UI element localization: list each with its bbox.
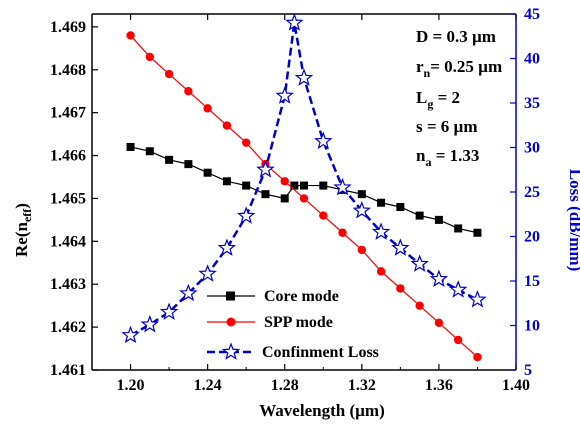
- y-right-tick-label: 35: [524, 95, 540, 112]
- spp-mode-point: [145, 52, 155, 62]
- y-left-tick-label: 1.467: [50, 105, 86, 122]
- y-axis-right-title: Loss (dB/mm): [566, 169, 580, 271]
- legend-spp-label: SPP mode: [264, 314, 333, 331]
- spp-mode-point: [241, 138, 251, 147]
- legend-spp-marker: [226, 317, 236, 327]
- confinement-loss-point: [236, 206, 256, 224]
- y-right-tick-label: 5: [524, 362, 532, 379]
- confinement-loss-point: [256, 160, 275, 178]
- core-mode-point: [319, 181, 328, 190]
- y-left-tick-label: 1.461: [50, 362, 86, 379]
- y-left-tick-label: 1.466: [50, 148, 86, 165]
- confinement-loss-point: [140, 314, 160, 333]
- y-right-tick-label: 10: [524, 318, 540, 335]
- confinement-loss-point: [159, 302, 179, 320]
- core-mode-point: [454, 224, 463, 233]
- annotation-d: D = 0.3 µm: [416, 27, 496, 46]
- confinement-loss-point: [179, 283, 198, 302]
- confinement-loss-point: [314, 131, 333, 150]
- y-left-tick-label: 1.469: [50, 19, 86, 36]
- confinement-loss-point: [468, 290, 487, 308]
- confinement-loss-point: [429, 269, 449, 288]
- legend-core-label: Core mode: [264, 288, 339, 305]
- spp-mode-point: [415, 301, 424, 310]
- legend: Core mode SPP mode Confinment Loss: [207, 288, 379, 361]
- confinement-loss-point: [410, 254, 429, 272]
- spp-mode-point: [376, 267, 386, 276]
- core-mode-point: [261, 190, 270, 199]
- spp-mode-point: [434, 318, 444, 328]
- spp-mode-point: [453, 335, 463, 345]
- confinement-loss-point: [448, 280, 468, 298]
- confinement-loss-point: [121, 325, 140, 344]
- confinement-loss-point: [198, 264, 217, 282]
- confinement-loss-point: [391, 238, 410, 256]
- spp-mode-point: [203, 104, 212, 113]
- core-mode-point: [300, 181, 308, 190]
- y-axis-left-title: Re(neff): [12, 203, 34, 257]
- y-right-tick-label: 25: [524, 184, 540, 201]
- x-tick-label: 1.40: [502, 377, 530, 394]
- x-tick-label: 1.20: [117, 377, 145, 394]
- spp-mode-point: [338, 228, 347, 237]
- legend-loss-marker: [221, 342, 241, 360]
- x-tick-label: 1.36: [425, 377, 453, 394]
- y-left-tick-label: 1.463: [50, 276, 86, 293]
- plot-layer: 1.20 1.24 1.28 1.32 1.36 1.40 1.461 1.462 1.463 1…: [50, 6, 540, 394]
- core-mode-point: [415, 211, 424, 220]
- core-mode-point: [280, 194, 289, 203]
- legend-core-marker: [226, 291, 235, 301]
- core-mode-point: [126, 142, 135, 151]
- annotation-rn: rn= 0.25 µm: [416, 57, 502, 80]
- core-mode-point: [145, 147, 154, 156]
- annotation-lg: Lg = 2: [416, 88, 460, 111]
- core-mode-point: [203, 168, 212, 177]
- spp-mode-point: [184, 87, 193, 96]
- core-mode-point: [242, 181, 251, 190]
- y-right-tick-label: 40: [524, 51, 540, 68]
- annotation-s: s = 6 µm: [416, 117, 478, 136]
- y-left-tick-label: 1.464: [50, 233, 86, 250]
- confinement-loss-point: [217, 238, 237, 256]
- core-mode-point: [473, 228, 482, 237]
- core-mode-point: [357, 190, 366, 199]
- y-right-tick-label: 30: [524, 140, 540, 157]
- y-left-tick-label: 1.462: [50, 319, 86, 336]
- annotation-na: na = 1.33: [416, 146, 479, 169]
- confinement-loss-point: [352, 201, 372, 219]
- spp-mode-point: [357, 245, 367, 255]
- confinement-loss-point: [294, 68, 314, 86]
- legend-loss-label: Confinment Loss: [262, 344, 379, 361]
- spp-mode-point: [280, 177, 289, 186]
- confinement-loss-point: [333, 177, 352, 196]
- spp-mode-point: [164, 69, 174, 79]
- x-tick-label: 1.32: [348, 377, 376, 394]
- y-right-tick-label: 20: [524, 229, 540, 246]
- core-mode-point: [165, 155, 174, 164]
- core-mode-point: [377, 198, 386, 207]
- y-right-tick-label: 15: [524, 273, 540, 290]
- confinement-loss-point: [275, 86, 294, 104]
- spp-mode-point: [126, 31, 135, 40]
- core-mode-point: [396, 203, 405, 212]
- y-left-tick-label: 1.468: [50, 62, 86, 79]
- x-axis-title: Wavelength (µm): [259, 401, 384, 420]
- core-mode-point: [290, 181, 299, 190]
- confinement-loss-point: [371, 222, 391, 240]
- spp-mode-point: [396, 284, 405, 293]
- spp-mode-point: [222, 121, 232, 130]
- confinement-loss-point: [285, 13, 304, 31]
- spp-mode-point: [319, 211, 328, 220]
- core-mode-point: [184, 160, 193, 169]
- x-tick-label: 1.24: [194, 377, 222, 394]
- parameter-annotations: D = 0.3 µm rn= 0.25 µm Lg = 2 s = 6 µm n…: [416, 27, 502, 169]
- spp-mode-point: [473, 352, 482, 362]
- y-left-tick-label: 1.465: [50, 190, 86, 207]
- core-mode-point: [434, 215, 443, 224]
- y-right-tick-label: 45: [524, 6, 540, 23]
- spp-mode-point: [299, 194, 309, 203]
- core-mode-point: [222, 177, 231, 186]
- x-tick-label: 1.28: [271, 377, 299, 394]
